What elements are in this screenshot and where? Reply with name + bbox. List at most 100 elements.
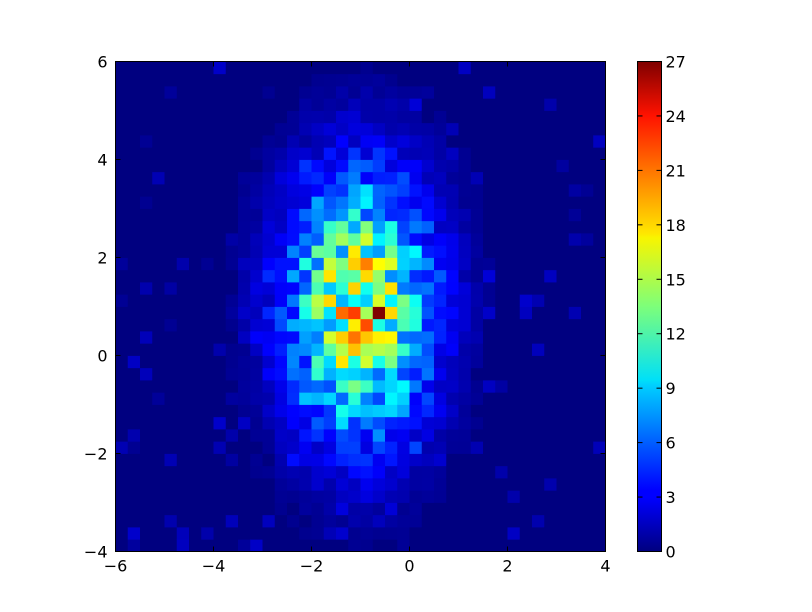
heatmap-cell: [299, 86, 312, 99]
heatmap-cell: [213, 490, 227, 503]
heatmap-cell: [483, 110, 496, 124]
heatmap-cell: [568, 404, 582, 418]
heatmap-cell: [348, 184, 361, 197]
heatmap-cell: [385, 306, 398, 320]
heatmap-cell: [152, 404, 165, 418]
heatmap-cell: [299, 233, 312, 246]
heatmap-cell: [213, 416, 227, 430]
heatmap-cell: [458, 110, 472, 124]
heatmap-cell: [409, 416, 423, 430]
heatmap-cell: [299, 159, 312, 173]
heatmap-cell: [274, 514, 288, 528]
heatmap-cell: [483, 184, 496, 197]
heatmap-cell: [299, 73, 312, 87]
heatmap-cell: [189, 208, 202, 222]
heatmap-cell: [372, 490, 386, 503]
heatmap-cell: [458, 380, 472, 393]
heatmap-cell: [434, 196, 447, 209]
heatmap-cell: [250, 404, 263, 418]
heatmap-cell: [262, 220, 276, 234]
heatmap-cell: [115, 343, 129, 356]
heatmap-cell: [287, 502, 300, 516]
heatmap-cell: [152, 514, 165, 528]
heatmap-cell: [323, 233, 337, 246]
heatmap-cell: [409, 490, 423, 503]
heatmap-cell: [238, 245, 251, 258]
heatmap-cell: [519, 294, 533, 307]
heatmap-cell: [164, 465, 178, 479]
heatmap-cell: [532, 355, 545, 369]
heatmap-cell: [360, 147, 374, 160]
heatmap-cell: [323, 416, 337, 430]
heatmap-cell: [372, 429, 386, 442]
heatmap-cell: [593, 233, 606, 246]
heatmap-cell: [397, 306, 410, 320]
heatmap-cell: [421, 453, 435, 467]
x-tick-label: 0: [404, 557, 414, 576]
heatmap-cell: [568, 98, 582, 111]
heatmap-cell: [238, 404, 251, 418]
colorbar-tick-label: 12: [666, 325, 686, 344]
heatmap-cell: [238, 159, 251, 173]
heatmap-cell: [372, 514, 386, 528]
heatmap-cell: [127, 539, 141, 552]
heatmap-cell: [336, 110, 349, 124]
heatmap-cell: [287, 122, 300, 136]
heatmap-cell: [421, 208, 435, 222]
heatmap-cell: [225, 294, 239, 307]
heatmap-cell: [164, 135, 178, 148]
heatmap-cell: [532, 453, 545, 467]
heatmap-cell: [434, 233, 447, 246]
heatmap-cell: [519, 61, 533, 75]
heatmap-cell: [299, 478, 312, 491]
heatmap-cell: [446, 282, 459, 295]
heatmap-cell: [262, 416, 276, 430]
heatmap-cell: [201, 392, 214, 405]
heatmap-cell: [397, 184, 410, 197]
heatmap-cell: [495, 392, 508, 405]
heatmap-cell: [507, 220, 521, 234]
heatmap-cell: [225, 527, 239, 540]
heatmap-cell: [238, 269, 251, 283]
heatmap-cell: [299, 282, 312, 295]
heatmap-cell: [164, 318, 178, 332]
heatmap-cell: [544, 453, 557, 467]
heatmap-cell: [568, 318, 582, 332]
heatmap-cell: [544, 98, 557, 111]
heatmap-cell: [495, 61, 508, 75]
heatmap-cell: [568, 282, 582, 295]
heatmap-cell: [434, 502, 447, 516]
heatmap-cell: [127, 61, 141, 75]
heatmap-cell: [483, 282, 496, 295]
heatmap-cell: [458, 367, 472, 381]
heatmap-cell: [213, 257, 227, 271]
heatmap-cell: [336, 343, 349, 356]
heatmap-cell: [152, 196, 165, 209]
heatmap-cell: [360, 208, 374, 222]
heatmap-cell: [581, 257, 594, 271]
heatmap-cell: [593, 343, 606, 356]
heatmap-cell: [311, 465, 325, 479]
heatmap-cell: [397, 294, 410, 307]
heatmap-cell: [397, 73, 410, 87]
heatmap-cell: [140, 220, 153, 234]
heatmap-cell: [311, 196, 325, 209]
heatmap-cell: [115, 367, 129, 381]
heatmap-cell: [176, 196, 190, 209]
heatmap-cell: [446, 441, 459, 454]
heatmap-cell: [458, 514, 472, 528]
heatmap-cell: [127, 343, 141, 356]
heatmap-cell: [323, 196, 337, 209]
heatmap-cell: [483, 465, 496, 479]
heatmap-cell: [409, 294, 423, 307]
heatmap-cell: [348, 502, 361, 516]
heatmap-cell: [311, 539, 325, 552]
heatmap-cell: [311, 502, 325, 516]
heatmap-cell: [127, 257, 141, 271]
heatmap-cell: [213, 441, 227, 454]
heatmap-cell: [593, 404, 606, 418]
heatmap-cell: [323, 122, 337, 136]
heatmap-cell: [115, 147, 129, 160]
heatmap-cell: [446, 318, 459, 332]
heatmap-cell: [434, 318, 447, 332]
